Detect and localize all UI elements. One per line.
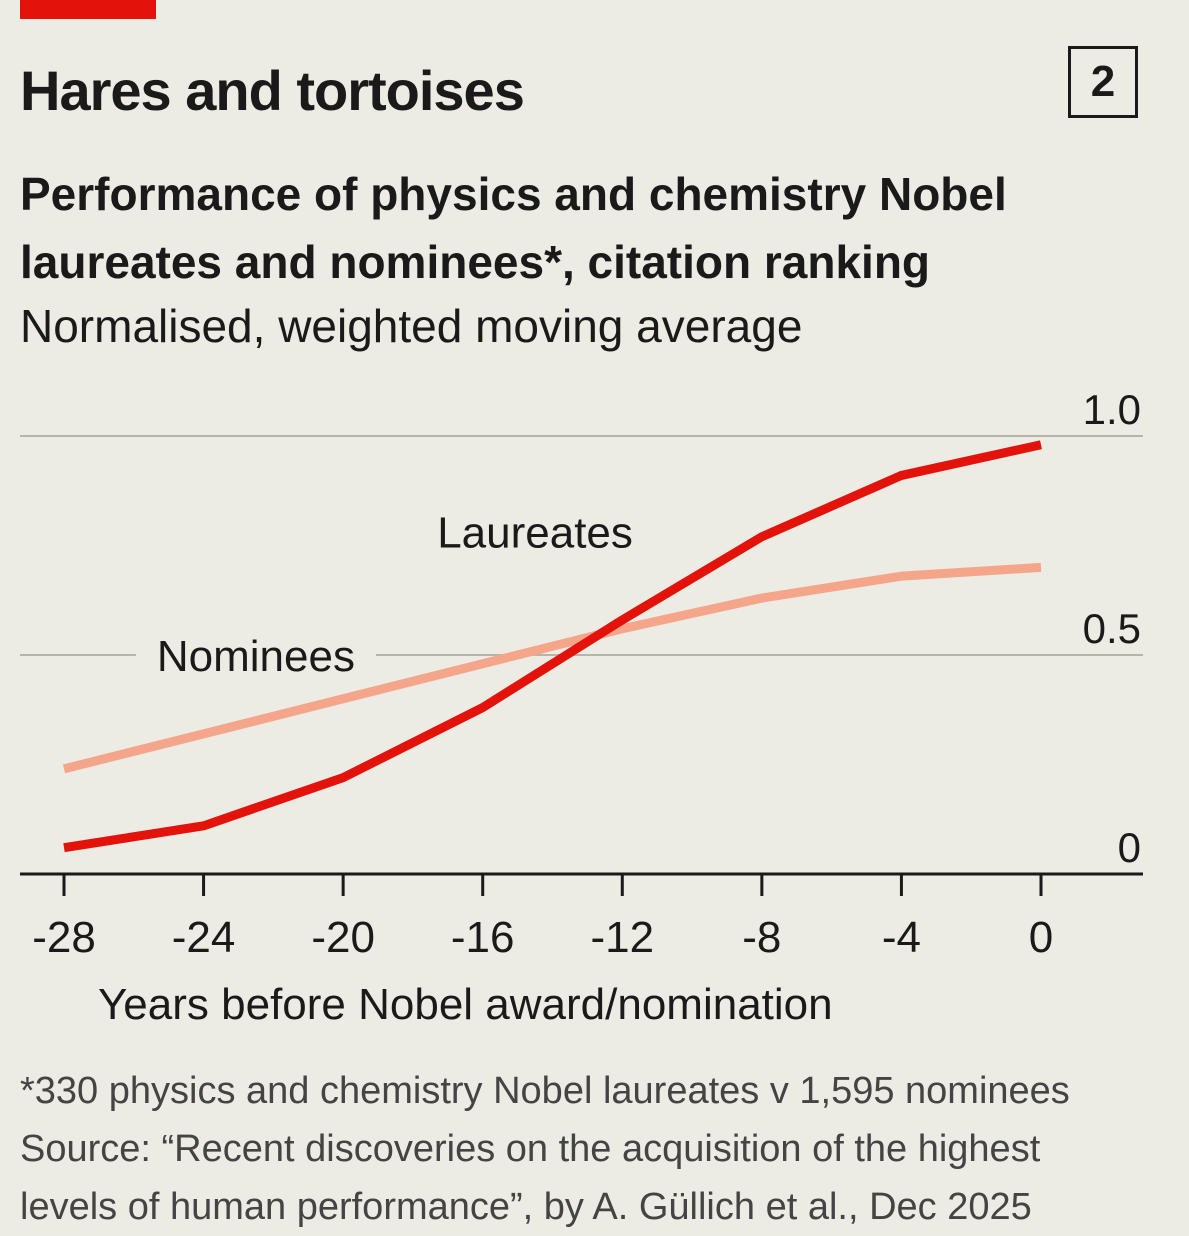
brand-bar	[20, 0, 156, 19]
source-line-1: Source: “Recent discoveries on the acqui…	[20, 1128, 1041, 1170]
series-line-nominees	[62, 562, 1042, 774]
x-tick-label-4: -12	[590, 913, 654, 962]
chart-subtitle: Performance of physics and chemistry Nob…	[20, 168, 1007, 288]
y-tick-label-0: 0	[1118, 824, 1141, 871]
series-label-laureates: Laureates	[437, 508, 633, 557]
x-tick-label-1: -24	[172, 913, 236, 962]
series-line-laureates	[63, 440, 1042, 853]
x-tick-label-6: -4	[882, 913, 921, 962]
line-chart: 0 0.5 1.0 -28 -24 -20 -16 -12 -8 -4 0 Laureates No…	[20, 386, 1143, 962]
x-axis: -28 -24 -20 -16 -12 -8 -4 0	[20, 872, 1143, 962]
x-tick-label-2: -20	[311, 913, 375, 962]
x-tick-label-0: -28	[32, 913, 96, 962]
series-label-nominees: Nominees	[157, 632, 355, 681]
y-tick-label-1: 0.5	[1083, 605, 1141, 652]
chart-subtitle-units: Normalised, weighted moving average	[20, 300, 803, 352]
y-tick-label-2: 1.0	[1083, 386, 1141, 433]
series-label-bg-nominees	[135, 631, 376, 683]
chart-title: Hares and tortoises	[20, 59, 525, 122]
x-axis-title: Years before Nobel award/nomination	[98, 980, 833, 1029]
x-tick-label-3: -16	[451, 913, 515, 962]
footnote: *330 physics and chemistry Nobel laureat…	[20, 1070, 1070, 1112]
source-line-2: levels of human performance”, by A. Güll…	[20, 1186, 1032, 1228]
series-labels: Laureates Nominees	[135, 508, 633, 683]
x-tick-label-5: -8	[742, 913, 781, 962]
chart-number-badge: 2	[1068, 46, 1138, 118]
series-lines	[62, 440, 1042, 853]
x-tick-label-7: 0	[1029, 913, 1053, 962]
y-tick-labels: 0 0.5 1.0	[1083, 386, 1141, 871]
